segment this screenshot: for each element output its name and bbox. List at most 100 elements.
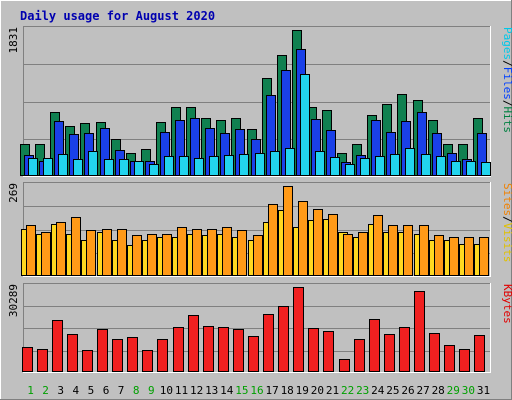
bar-sites-day-6 (102, 229, 112, 276)
day-label: 17 (265, 384, 278, 397)
day-label: 24 (371, 384, 385, 397)
day-label: 31 (477, 384, 490, 397)
bar-pages-day-5 (88, 151, 98, 176)
day-label: 26 (401, 384, 414, 397)
y-max-label: 269 (7, 183, 20, 203)
legend-entry: Pages (501, 27, 512, 60)
bar-sites-day-3 (56, 222, 66, 276)
day-label: 12 (190, 384, 203, 397)
day-label: 8 (133, 384, 140, 397)
bar-pages-day-29 (451, 161, 461, 176)
bar-sites-day-15 (237, 230, 247, 276)
day-label: 30 (462, 384, 475, 397)
bar-kbytes-day-25 (384, 334, 395, 372)
bar-pages-day-8 (134, 161, 144, 176)
bar-kbytes-day-19 (293, 287, 304, 372)
bar-kbytes-day-6 (97, 329, 108, 372)
day-label: 2 (42, 384, 49, 397)
bar-kbytes-day-13 (203, 326, 214, 372)
bar-pages-day-25 (390, 154, 400, 176)
day-label: 1 (27, 384, 34, 397)
day-label: 25 (386, 384, 399, 397)
bar-pages-day-18 (285, 148, 295, 176)
bar-pages-day-9 (149, 164, 159, 176)
bar-pages-day-20 (315, 151, 325, 176)
bar-pages-day-17 (270, 151, 280, 176)
bar-pages-day-28 (436, 156, 446, 176)
bar-kbytes-day-2 (37, 349, 48, 372)
day-label: 19 (296, 384, 309, 397)
bar-sites-day-24 (373, 215, 383, 276)
bar-sites-day-19 (298, 201, 308, 276)
bar-kbytes-day-31 (474, 335, 485, 372)
bar-pages-day-11 (179, 156, 189, 176)
bar-kbytes-day-14 (218, 327, 229, 372)
bar-sites-day-14 (222, 227, 232, 276)
bar-pages-day-13 (209, 156, 219, 176)
bar-kbytes-day-4 (67, 334, 78, 372)
bar-sites-day-20 (313, 209, 323, 276)
panel-visitors: 269 Sites/Visits (7, 182, 512, 277)
bar-kbytes-day-5 (82, 350, 93, 372)
day-label: 20 (311, 384, 324, 397)
bar-sites-day-30 (464, 237, 474, 276)
bar-sites-day-1 (26, 225, 36, 276)
day-label: 14 (220, 384, 234, 397)
day-label: 21 (326, 384, 339, 397)
legend-entry: Visits (501, 223, 512, 263)
day-label: 22 (341, 384, 354, 397)
bar-pages-day-10 (164, 156, 174, 176)
day-label: 6 (103, 384, 110, 397)
bar-kbytes-day-12 (188, 315, 199, 372)
legend-entry: / (501, 216, 512, 223)
y-max-label: 1831 (7, 27, 20, 54)
bar-pages-day-26 (405, 148, 415, 176)
legend: Pages/Files/Hits (501, 27, 512, 133)
day-label: 23 (356, 384, 369, 397)
bar-kbytes-day-7 (112, 339, 123, 372)
bar-sites-day-7 (117, 229, 127, 276)
bar-kbytes-day-17 (263, 314, 274, 372)
bar-sites-day-5 (86, 230, 96, 276)
bar-kbytes-day-27 (414, 291, 425, 372)
y-max-label: 30289 (7, 284, 20, 317)
bar-kbytes-day-21 (323, 331, 334, 372)
bar-kbytes-day-20 (308, 328, 319, 372)
panel-kbytes: 30289 KBytes (7, 283, 512, 373)
legend: Sites/Visits (501, 183, 512, 263)
bar-pages-day-12 (194, 158, 204, 176)
bar-pages-day-30 (466, 161, 476, 176)
bar-sites-day-13 (207, 229, 217, 276)
bar-pages-day-1 (28, 158, 38, 176)
bar-kbytes-day-24 (369, 319, 380, 372)
bar-pages-day-3 (58, 154, 68, 176)
bar-kbytes-day-10 (157, 339, 168, 372)
day-label: 3 (57, 384, 64, 397)
day-label: 7 (118, 384, 125, 397)
bar-sites-day-23 (358, 232, 368, 276)
bar-sites-day-2 (41, 232, 51, 276)
bar-pages-day-22 (345, 164, 355, 176)
day-label: 29 (447, 384, 460, 397)
bar-kbytes-day-26 (399, 327, 410, 372)
bar-sites-day-18 (283, 186, 293, 276)
bar-sites-day-28 (434, 235, 444, 276)
day-label: 15 (235, 384, 248, 397)
bar-sites-day-27 (419, 225, 429, 276)
bar-pages-day-23 (360, 158, 370, 176)
bar-kbytes-day-8 (127, 337, 138, 372)
chart-panels: 1831 Pages/Files/Hits 269 Sites/Visits 30289… (7, 26, 512, 373)
legend-entry: Hits (501, 107, 512, 134)
bar-sites-day-22 (343, 234, 353, 276)
bar-pages-day-31 (481, 162, 491, 176)
bar-kbytes-day-1 (22, 347, 33, 372)
bar-pages-day-2 (43, 158, 53, 176)
bar-pages-day-4 (73, 159, 83, 176)
bar-kbytes-day-16 (248, 336, 259, 372)
day-label: 27 (416, 384, 429, 397)
bar-kbytes-day-29 (444, 345, 455, 372)
bar-pages-day-7 (119, 159, 129, 176)
bar-sites-day-17 (268, 204, 278, 276)
